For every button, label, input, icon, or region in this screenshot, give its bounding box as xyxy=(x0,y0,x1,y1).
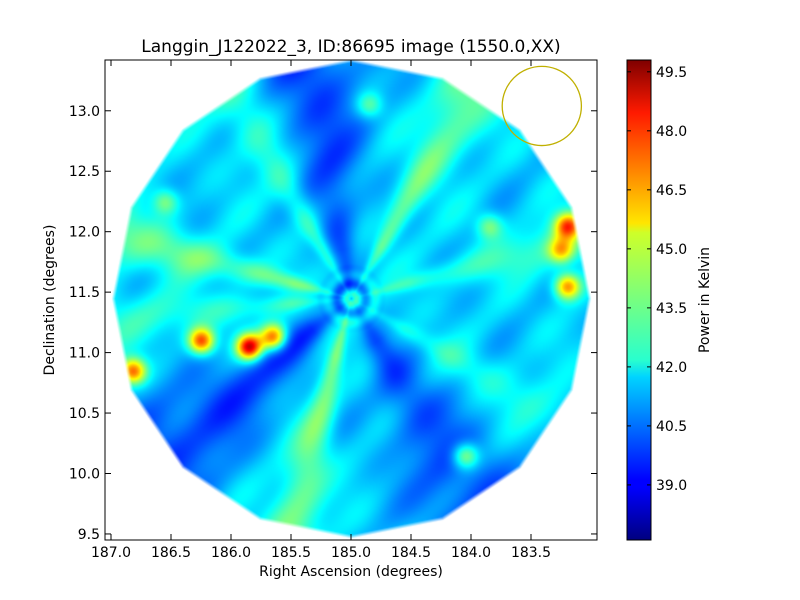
colorbar-tick-label: 49.5 xyxy=(656,65,687,81)
colorbar-tick-label: 42.0 xyxy=(656,360,687,376)
x-tick-label: 187.0 xyxy=(91,545,131,561)
x-axis-label: Right Ascension (degrees) xyxy=(259,564,443,580)
y-axis-ticks: 9.5 10.0 10.5 11.0 11.5 12.0 12.5 13.0 xyxy=(69,104,597,543)
colorbar-label: Power in Kelvin xyxy=(697,247,713,353)
colorbar-tick-label: 48.0 xyxy=(656,124,687,140)
heatmap-image xyxy=(105,60,597,540)
x-tick-label: 185.0 xyxy=(331,545,371,561)
colorbar-tick-label: 45.0 xyxy=(656,242,687,258)
chart-title: Langgin_J122022_3, ID:86695 image (1550.… xyxy=(141,37,560,57)
y-tick-label: 11.5 xyxy=(69,285,100,301)
x-axis-ticks: 187.0 186.5 186.0 185.5 185.0 184.5 184.0 183.5 xyxy=(91,60,551,561)
y-tick-label: 11.0 xyxy=(69,346,100,362)
y-tick-label: 12.0 xyxy=(69,225,100,241)
y-tick-label: 13.0 xyxy=(69,104,100,120)
x-tick-label: 185.5 xyxy=(271,545,311,561)
x-tick-label: 184.5 xyxy=(391,545,431,561)
colorbar-tick-label: 43.5 xyxy=(656,301,687,317)
colorbar-tick-label: 39.0 xyxy=(656,478,687,494)
y-tick-label: 9.5 xyxy=(78,527,100,543)
x-tick-label: 186.5 xyxy=(151,545,191,561)
colorbar xyxy=(626,59,652,541)
x-tick-label: 184.0 xyxy=(451,545,491,561)
x-tick-label: 186.0 xyxy=(211,545,251,561)
colorbar-ticks: 39.0 40.5 42.0 43.5 45.0 46.5 48.0 49.5 xyxy=(627,65,687,494)
beam-circle xyxy=(501,65,583,147)
y-tick-label: 10.5 xyxy=(69,406,100,422)
y-tick-label: 12.5 xyxy=(69,164,100,180)
x-tick-label: 183.5 xyxy=(511,545,551,561)
colorbar-tick-label: 46.5 xyxy=(656,183,687,199)
y-tick-label: 10.0 xyxy=(69,467,100,483)
colorbar-tick-label: 40.5 xyxy=(656,419,687,435)
y-axis-label: Declination (degrees) xyxy=(42,225,58,376)
